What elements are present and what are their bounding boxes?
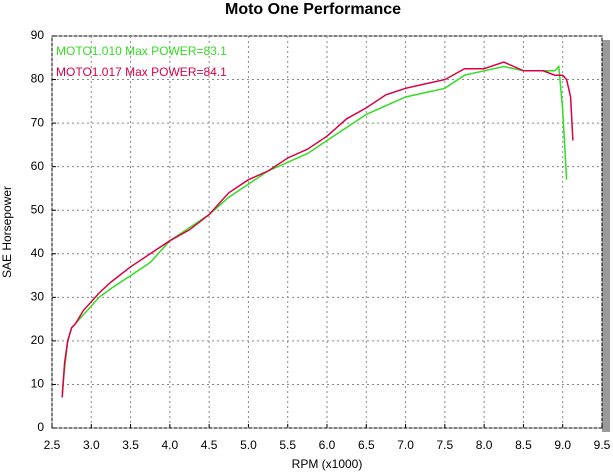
frame-shadow bbox=[602, 40, 610, 432]
legend-entry: MOTO1.017 Max POWER=84.1 bbox=[56, 65, 227, 79]
x-tick-label: 7.0 bbox=[397, 438, 414, 452]
x-tick-label: 6.5 bbox=[358, 438, 375, 452]
y-tick-label: 40 bbox=[31, 246, 45, 260]
data-line bbox=[61, 64, 568, 394]
y-tick-label: 70 bbox=[31, 115, 45, 129]
y-axis-label: SAE Horsepower bbox=[0, 186, 14, 278]
x-tick-label: 5.5 bbox=[279, 438, 296, 452]
y-tick-label: 0 bbox=[37, 420, 44, 434]
y-tick-label: 20 bbox=[31, 333, 45, 347]
y-tick-label: 60 bbox=[31, 159, 45, 173]
x-tick-label: 8.5 bbox=[515, 438, 532, 452]
chart-title: Moto One Performance bbox=[225, 1, 401, 18]
x-tick-label: 3.5 bbox=[122, 438, 139, 452]
legend-entry: MOTO1.010 Max POWER=83.1 bbox=[56, 44, 227, 58]
x-tick-label: 4.5 bbox=[201, 438, 218, 452]
x-tick-label: 4.0 bbox=[162, 438, 179, 452]
y-tick-label: 10 bbox=[31, 377, 45, 391]
data-line bbox=[61, 61, 574, 398]
x-tick-label: 3.0 bbox=[83, 438, 100, 452]
x-tick-label: 2.5 bbox=[44, 438, 61, 452]
x-tick-label: 6.0 bbox=[319, 438, 336, 452]
x-axis-label: RPM (x1000) bbox=[292, 457, 363, 471]
x-tick-label: 5.0 bbox=[240, 438, 257, 452]
x-tick-label: 9.5 bbox=[594, 438, 611, 452]
x-tick-label: 9.0 bbox=[554, 438, 571, 452]
y-tick-label: 50 bbox=[31, 202, 45, 216]
x-tick-label: 7.5 bbox=[437, 438, 454, 452]
x-tick-label: 8.0 bbox=[476, 438, 493, 452]
y-tick-label: 30 bbox=[31, 290, 45, 304]
y-tick-label: 80 bbox=[31, 72, 45, 86]
y-tick-label: 90 bbox=[31, 28, 45, 42]
